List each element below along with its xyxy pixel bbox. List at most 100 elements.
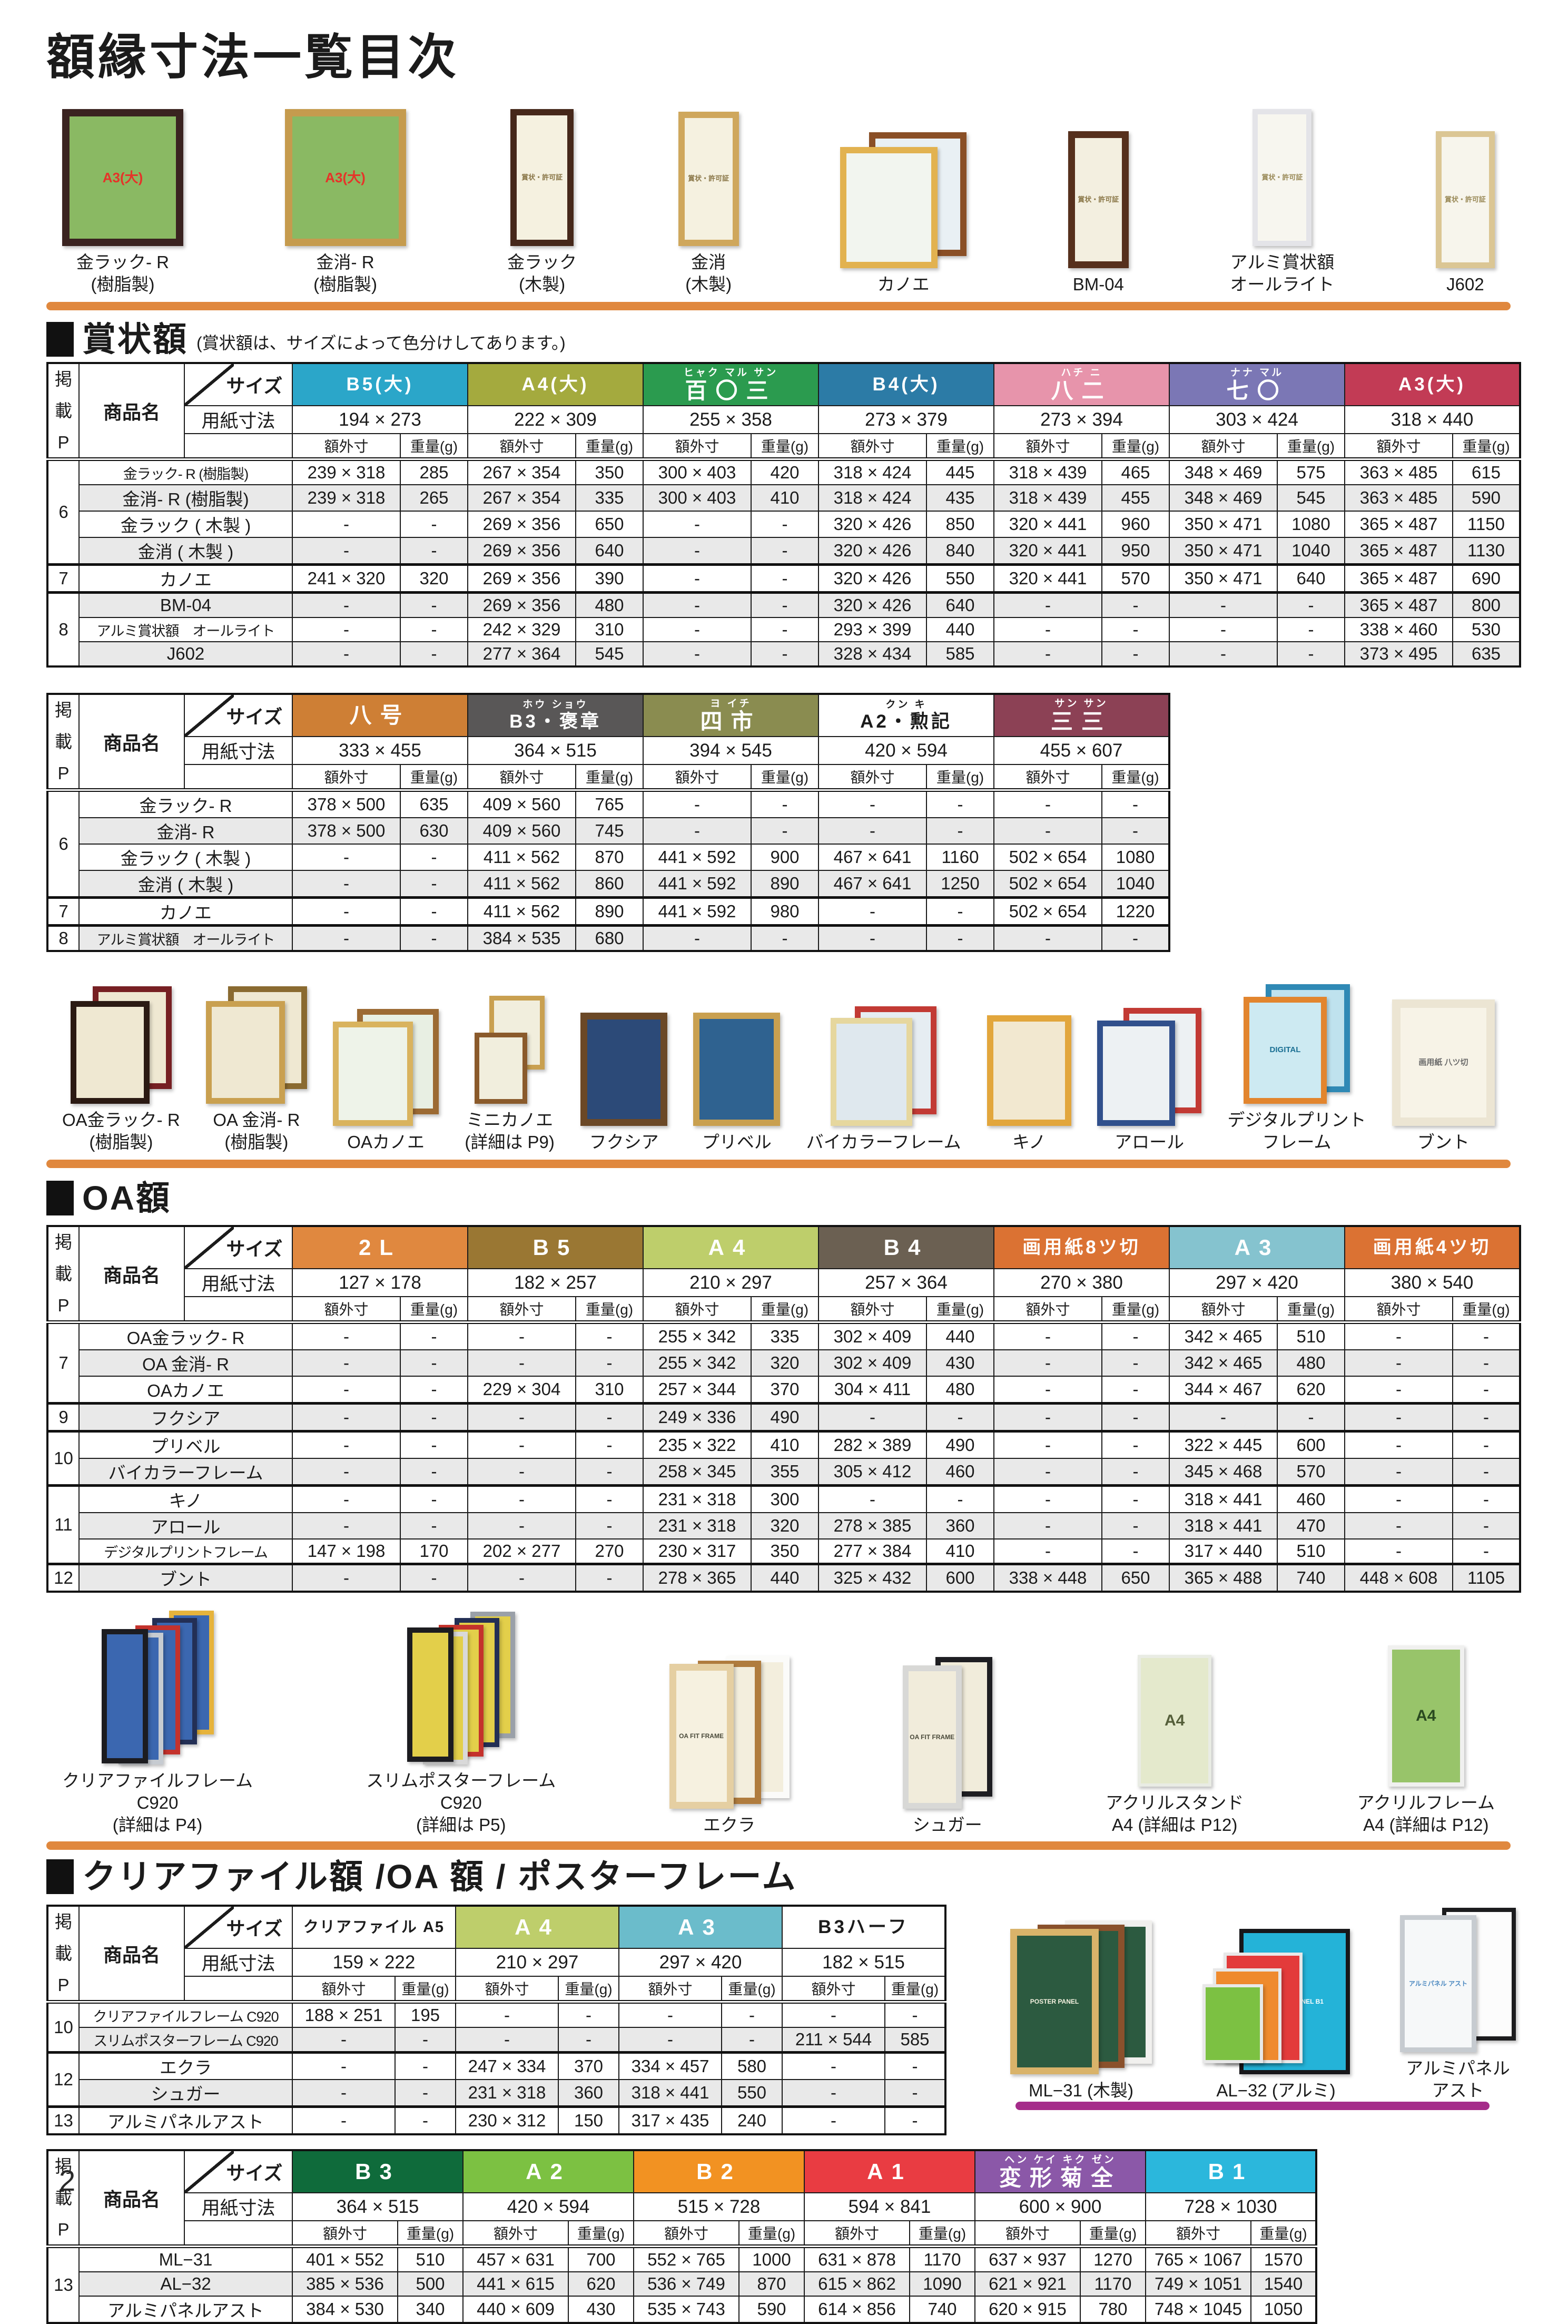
outer-dim-cell: - <box>1344 1484 1453 1513</box>
outer-dim-cell: 384 × 530 <box>292 2296 398 2323</box>
weight-cell: - <box>575 1512 644 1539</box>
outer-dim-cell: - <box>292 537 401 565</box>
weight-cell: - <box>751 788 819 818</box>
outer-dim-label: 額外寸 <box>804 2220 910 2247</box>
product-name-header: 商品名 <box>78 1905 185 2003</box>
paper-size-label: 用紙寸法 <box>184 2192 293 2221</box>
weight-cell: 650 <box>575 511 644 538</box>
product-name-cell: スリムポスターフレーム C920 <box>78 2027 293 2053</box>
paper-size-value: 210 × 297 <box>455 1948 619 1977</box>
weight-label: 重量(g) <box>568 2220 634 2247</box>
weight-cell: - <box>400 1320 468 1350</box>
paper-size-value: 594 × 841 <box>804 2192 975 2221</box>
size-column-header: ナナ マル 七〇 <box>1169 362 1345 406</box>
product-name-cell: アルミパネルアスト <box>78 2105 293 2135</box>
product-name-cell: エクラ <box>78 2051 293 2080</box>
product-name-cell: 金ラック- R (樹脂製) <box>78 457 293 485</box>
frame-layer <box>205 1001 285 1104</box>
weight-cell: 340 <box>397 2296 464 2323</box>
weight-cell: 310 <box>575 1376 644 1404</box>
product-label: アクリルフレーム A4 (詳細は P12) <box>1357 1793 1495 1835</box>
outer-dim-cell: 441 × 592 <box>643 896 752 926</box>
weight-cell: 600 <box>1277 1430 1345 1459</box>
product-label: ミニカノエ (詳細は P9) <box>465 1110 555 1152</box>
outer-dim-cell: - <box>643 563 752 593</box>
size-label-cell: サイズ <box>184 2150 293 2193</box>
product-thumbnail: A3(大) <box>62 109 183 246</box>
weight-label: 重量(g) <box>1452 433 1521 460</box>
outer-dim-cell: - <box>467 1402 576 1432</box>
weight-label: 重量(g) <box>926 1296 994 1323</box>
outer-dim-cell: 257 × 344 <box>643 1376 752 1404</box>
weight-cell: 435 <box>926 484 994 512</box>
weight-cell: 355 <box>751 1458 819 1486</box>
weight-cell: - <box>400 1563 468 1592</box>
weight-cell: 410 <box>751 1430 819 1459</box>
weight-label: 重量(g) <box>1277 433 1345 460</box>
weight-cell: 440 <box>926 1320 994 1350</box>
outer-dim-cell: 302 × 409 <box>818 1349 927 1377</box>
blank-cell <box>184 2220 293 2247</box>
outer-dim-cell: - <box>292 1376 401 1404</box>
paper-size-value: 297 × 420 <box>1169 1268 1345 1297</box>
weight-cell: - <box>1101 617 1170 642</box>
outer-dim-cell: - <box>1344 1376 1453 1404</box>
outer-dim-cell: 467 × 641 <box>818 870 927 898</box>
frame-layer: 賞状・許可証 <box>1253 109 1312 246</box>
table-row: OAカノエ - -229 × 304 310 257 × 344 370 304 × 411… <box>47 1376 1521 1404</box>
outer-dim-cell: - <box>292 1512 401 1539</box>
weight-cell: - <box>575 1320 644 1350</box>
paper-size-value: 270 × 380 <box>993 1268 1170 1297</box>
product-item: バイカラーフレーム <box>806 994 961 1153</box>
weight-cell: - <box>1101 1349 1170 1377</box>
weight-cell: 1090 <box>909 2271 975 2297</box>
outer-dim-cell: - <box>818 817 927 845</box>
weight-cell: - <box>751 641 819 667</box>
weight-cell: 170 <box>400 1538 468 1565</box>
outer-dim-cell: - <box>993 817 1102 845</box>
section-title: OA額 <box>82 1179 171 1217</box>
product-name-header: 商品名 <box>78 362 185 460</box>
paper-size-value: 364 × 515 <box>292 2192 464 2221</box>
outer-dim-cell: - <box>467 1320 576 1350</box>
paper-size-value: 127 × 178 <box>292 1268 468 1297</box>
weight-cell: - <box>1101 1376 1170 1404</box>
weight-cell: - <box>395 2051 456 2080</box>
size-column-header: B5 <box>467 1225 644 1269</box>
weight-cell: 640 <box>575 537 644 565</box>
product-name-cell: クリアファイルフレーム C920 <box>78 2000 293 2028</box>
outer-dim-cell: 305 × 412 <box>818 1458 927 1486</box>
outer-dim-cell: 231 × 318 <box>643 1512 752 1539</box>
frame-tag: A4 <box>1416 1707 1436 1725</box>
weight-cell: 470 <box>1277 1512 1345 1539</box>
product-name-cell: 金ラック ( 木製 ) <box>78 511 293 538</box>
outer-dim-cell: - <box>818 896 927 926</box>
outer-dim-label: 額外寸 <box>455 1976 559 2003</box>
outer-dim-cell: - <box>292 870 401 898</box>
frame-layer: アルミパネル アスト <box>1400 1915 1476 2052</box>
weight-cell: 510 <box>1277 1320 1345 1350</box>
outer-dim-cell: 258 × 345 <box>643 1458 752 1486</box>
outer-dim-cell: - <box>292 1402 401 1432</box>
table-row: 12 エクラ - -247 × 334 370 334 × 457 580- - <box>47 2051 946 2107</box>
weight-cell: - <box>400 1349 468 1377</box>
weight-label: 重量(g) <box>400 764 468 791</box>
page-ref-cell: 9 <box>47 1402 80 1432</box>
product-thumbnail: DIGITAL <box>1244 984 1350 1104</box>
weight-label: 重量(g) <box>751 764 819 791</box>
frame-tag: 賞状・許可証 <box>1078 195 1119 203</box>
outer-dim-cell: 318 × 439 <box>993 484 1102 512</box>
weight-cell: - <box>1101 924 1170 952</box>
weight-cell: 1270 <box>1080 2244 1146 2272</box>
outer-dim-cell: 342 × 465 <box>1169 1320 1278 1350</box>
outer-dim-cell: 448 × 608 <box>1344 1563 1453 1592</box>
weight-cell: - <box>400 511 468 538</box>
outer-dim-cell: 748 × 1045 <box>1145 2296 1251 2323</box>
outer-dim-cell: - <box>292 511 401 538</box>
product-name-cell: 金ラック ( 木製 ) <box>78 844 293 871</box>
weight-cell: 270 <box>575 1538 644 1565</box>
weight-cell: - <box>558 2000 619 2028</box>
size-column-header: A3 <box>618 1905 783 1949</box>
outer-dim-cell: - <box>467 1458 576 1486</box>
product-name-cell: 金消 ( 木製 ) <box>78 870 293 898</box>
